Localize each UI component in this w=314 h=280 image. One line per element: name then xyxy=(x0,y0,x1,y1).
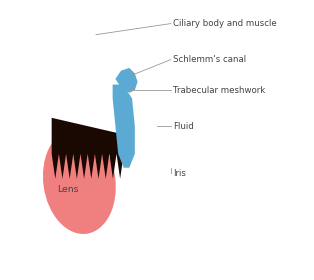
Polygon shape xyxy=(52,118,124,179)
Text: Schlemm's canal: Schlemm's canal xyxy=(173,55,246,64)
Polygon shape xyxy=(113,85,135,168)
Text: Ciliary body and muscle: Ciliary body and muscle xyxy=(173,19,277,28)
Ellipse shape xyxy=(43,129,116,234)
Text: Trabecular meshwork: Trabecular meshwork xyxy=(173,86,265,95)
Polygon shape xyxy=(116,68,138,93)
Text: Fluid: Fluid xyxy=(173,122,194,131)
Text: Iris: Iris xyxy=(173,169,186,178)
Text: Lens: Lens xyxy=(57,185,79,194)
